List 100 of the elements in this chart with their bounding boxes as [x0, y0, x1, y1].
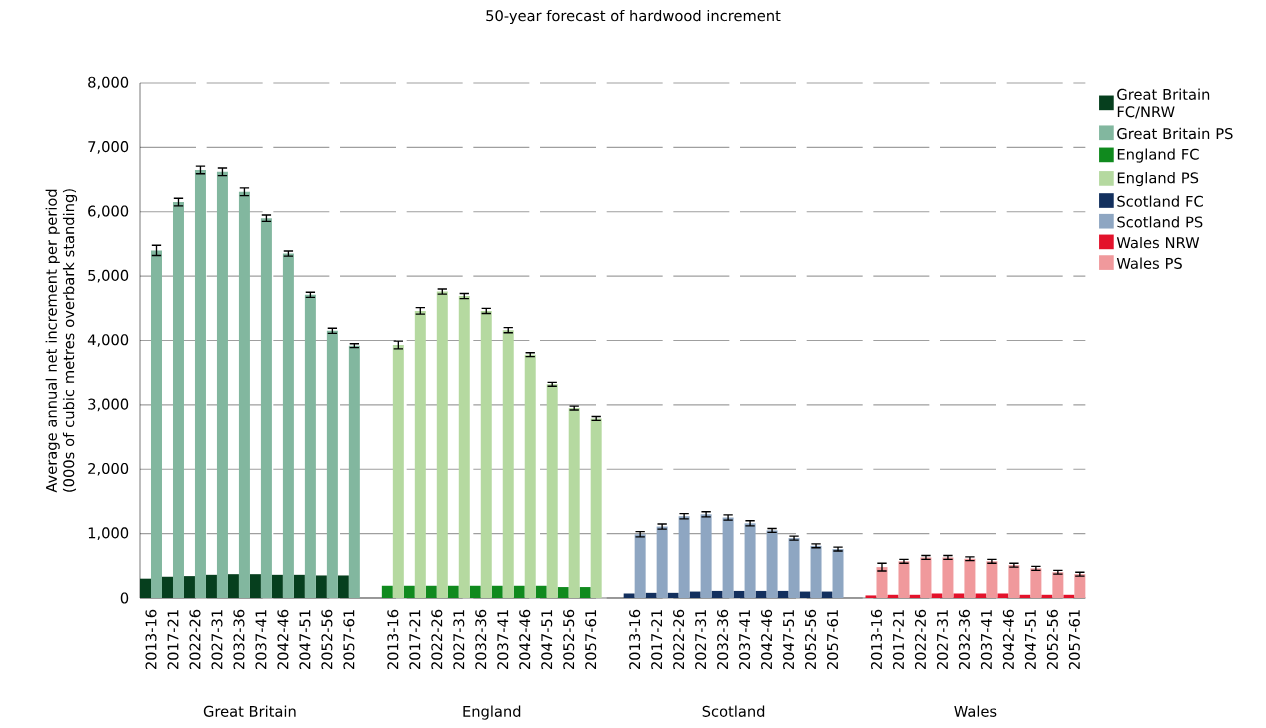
bar	[216, 171, 228, 598]
x-tick-label: 2013-16	[870, 609, 883, 670]
x-tick-label: 2037-41	[497, 610, 509, 670]
legend-label: Scotland PS	[1117, 216, 1203, 228]
bar	[777, 590, 789, 598]
bar	[150, 250, 162, 598]
bar	[810, 545, 822, 598]
bar	[414, 310, 426, 598]
bar	[733, 590, 745, 598]
y-tick-label: 3,000	[88, 398, 129, 412]
x-tick-label: 2027-31	[453, 610, 465, 670]
bar	[865, 595, 877, 598]
text: England	[463, 705, 521, 720]
x-tick-label: 2047-51	[1024, 610, 1036, 670]
x-tick-label: 2052-56	[563, 609, 575, 670]
bar	[447, 585, 459, 598]
legend-label: Wales NRW	[1116, 236, 1200, 249]
bar	[271, 574, 283, 598]
bar	[513, 585, 525, 598]
x-tick-label: 2037-41	[739, 610, 751, 670]
x-tick-label: 2017-21	[892, 610, 905, 670]
bar	[744, 523, 756, 598]
x-tick-label: 2013-16	[145, 609, 157, 670]
x-tick-label: 2027-31	[211, 610, 223, 670]
legend-label: Scotland FC	[1117, 195, 1203, 207]
bar	[975, 593, 987, 598]
bar	[821, 591, 833, 598]
x-tick-label: 2027-31	[695, 610, 707, 670]
y-axis-title: Average annual net increment per period (000s of cubic metres overbark standing)	[45, 189, 78, 493]
chart-title: 50-year forecast of hardwood increment	[486, 9, 781, 25]
x-tick-label: 2047-51	[299, 610, 311, 670]
y-tick-label: 8,000	[88, 76, 129, 90]
x-tick-label: 2017-21	[409, 610, 421, 670]
x-tick-label: 2042-46	[1002, 609, 1014, 670]
bar	[183, 576, 195, 598]
bar	[700, 514, 712, 598]
y-tick-label: 6,000	[88, 205, 129, 219]
legend-label: Great Britain FC/NRW	[1117, 88, 1210, 119]
bar	[788, 538, 800, 598]
y-tick-label: 0	[120, 592, 129, 604]
bar	[799, 591, 811, 598]
x-tick-label: 2032-36	[233, 609, 245, 670]
y-tick-label: 1,000	[88, 527, 129, 540]
bar	[722, 517, 734, 598]
bar	[458, 296, 470, 598]
bar	[964, 558, 976, 598]
bar	[1008, 565, 1020, 598]
bar	[568, 408, 580, 598]
bar	[524, 354, 536, 598]
bar	[238, 191, 250, 598]
bar	[1041, 594, 1053, 598]
bar	[337, 575, 349, 598]
bar	[667, 592, 679, 598]
bar	[876, 567, 888, 598]
bar	[689, 591, 701, 598]
x-tick-label: 2017-21	[167, 610, 179, 670]
text: Wales	[954, 705, 997, 717]
x-tick-label: 2057-61	[343, 610, 355, 670]
bar	[161, 576, 173, 598]
bar	[304, 294, 316, 598]
bar	[986, 561, 998, 598]
legend-label: Great Britain PS	[1117, 127, 1233, 140]
x-tick-label: 2022-26	[189, 609, 201, 670]
x-tick-label: 2037-41	[980, 610, 992, 670]
x-tick-label: 2013-16	[387, 609, 399, 670]
x-tick-label: 2052-56	[805, 609, 817, 670]
x-tick-label: 2017-21	[651, 610, 663, 670]
bar	[832, 549, 844, 598]
x-tick-label: 2013-16	[629, 609, 641, 670]
bar	[249, 574, 261, 598]
x-tick-label: 2057-61	[1068, 610, 1080, 670]
bar	[887, 594, 899, 598]
bar	[942, 557, 954, 598]
bar	[502, 330, 514, 598]
bar	[755, 590, 767, 598]
bar	[590, 418, 602, 598]
bar	[678, 516, 690, 598]
legend-label: Wales PS	[1116, 257, 1182, 269]
bar	[766, 530, 778, 598]
bar	[194, 169, 206, 598]
x-tick-label: 2022-26	[431, 609, 443, 670]
bar	[425, 585, 437, 598]
bar	[623, 593, 635, 598]
bar	[403, 585, 415, 598]
bar	[260, 218, 272, 598]
legend-label: England PS	[1117, 171, 1199, 187]
bar	[546, 384, 558, 598]
legend-label: England FC	[1117, 148, 1199, 163]
bar	[645, 592, 657, 598]
y-tick-label: 5,000	[88, 269, 129, 283]
bar	[1074, 574, 1086, 598]
bar	[172, 202, 184, 598]
text: Great Britain	[203, 705, 296, 717]
bar	[326, 330, 338, 598]
y-tick-label: 7,000	[88, 141, 129, 154]
bar	[293, 574, 305, 598]
y-tick-label: 4,000	[87, 334, 129, 347]
bar	[348, 345, 360, 598]
bar	[1019, 594, 1031, 598]
bar	[381, 585, 393, 598]
